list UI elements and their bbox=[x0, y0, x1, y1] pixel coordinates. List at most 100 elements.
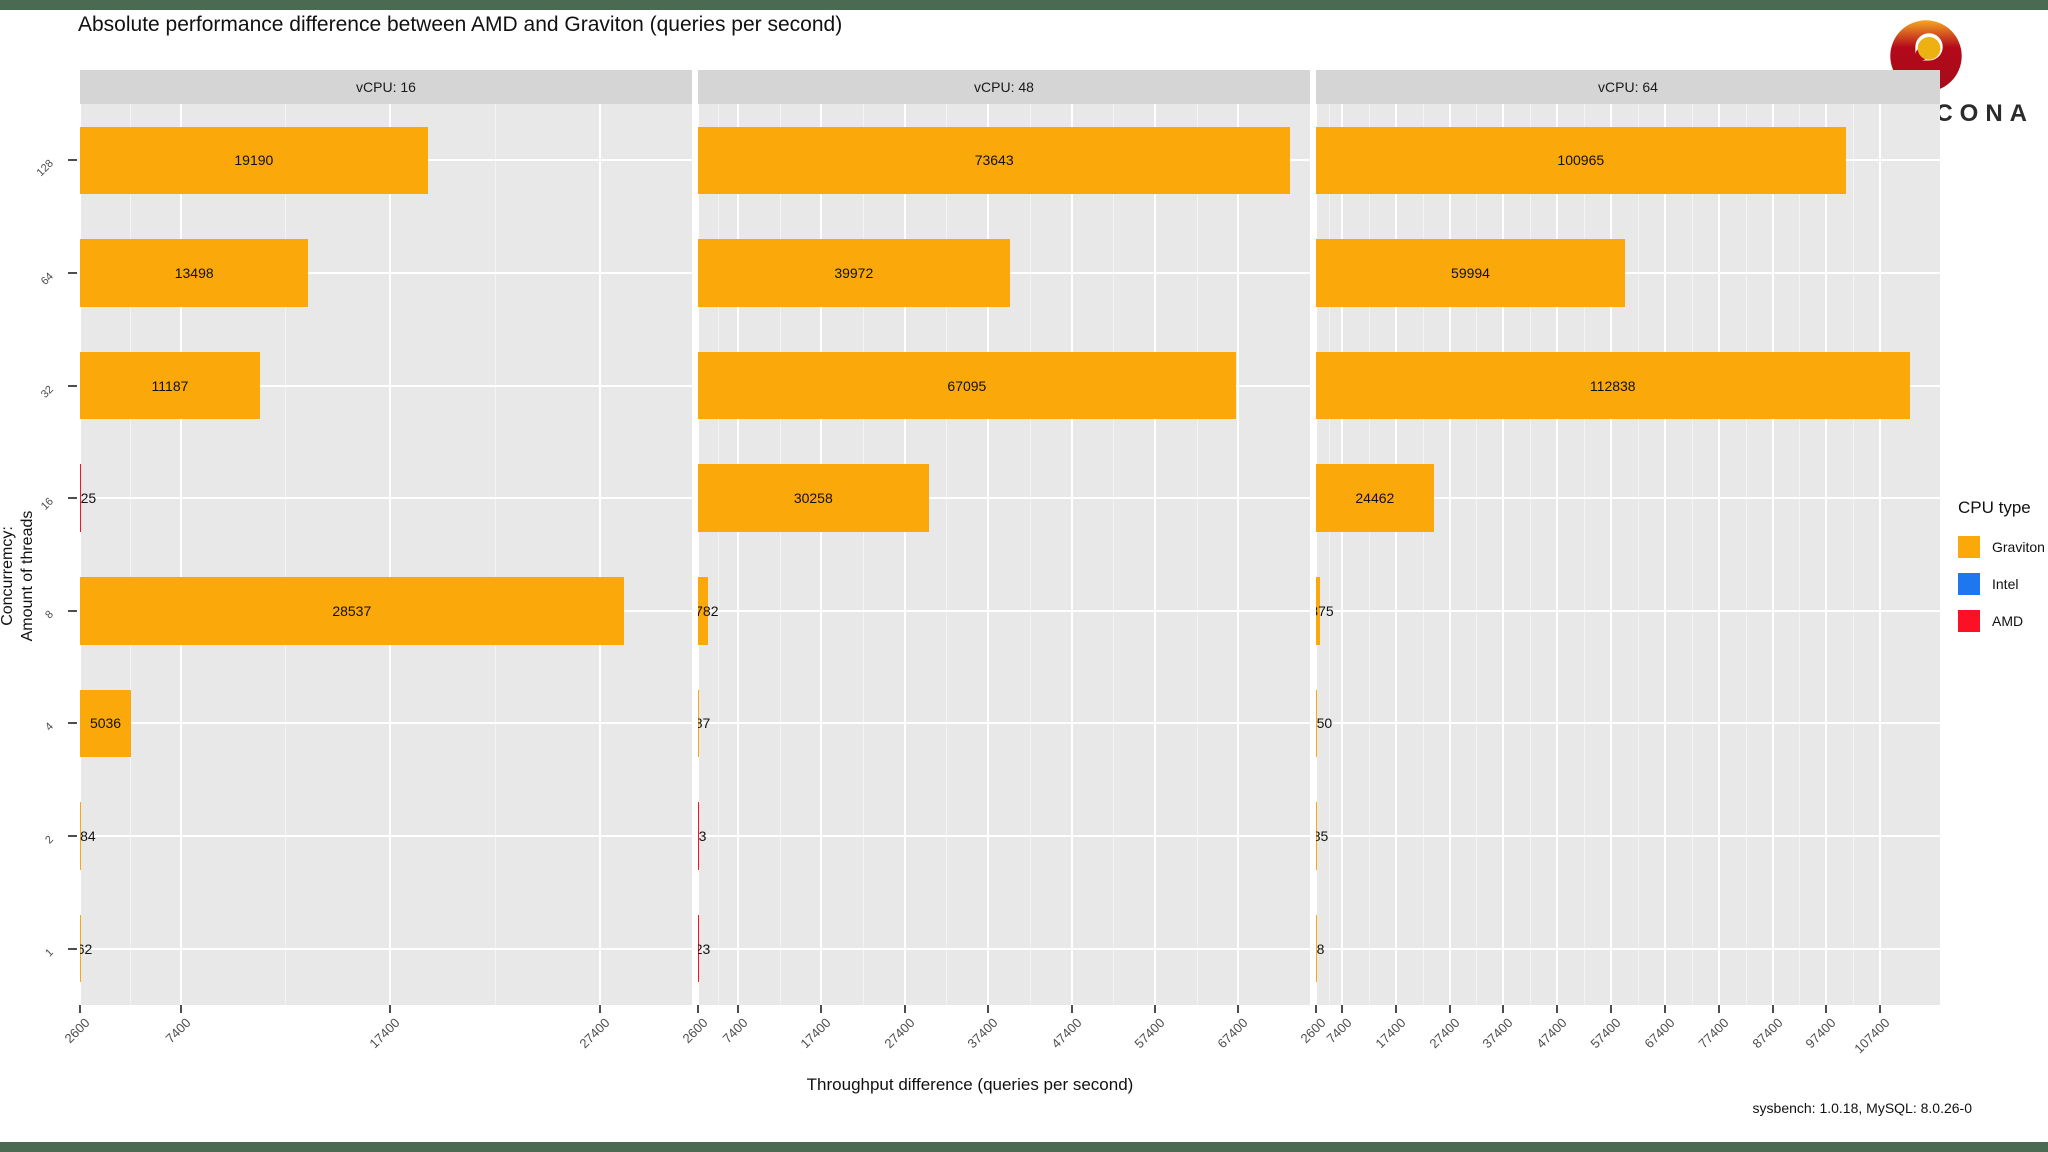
bar bbox=[80, 577, 624, 645]
x-minor-gridline bbox=[1584, 104, 1586, 1005]
facet-panel: vCPU: 48 73643 39972 67095 30258 3782 287 73 123 bbox=[698, 70, 1310, 1005]
x-tick-label: 57400 bbox=[1587, 1015, 1624, 1052]
x-tick-mark bbox=[1502, 1005, 1505, 1013]
bar bbox=[698, 802, 700, 870]
bar-value-label: 5036 bbox=[89, 715, 122, 732]
x-tick-mark bbox=[903, 1005, 906, 1013]
bar bbox=[80, 802, 82, 870]
x-tick-mark bbox=[737, 1005, 740, 1013]
x-tick-label: 2600 bbox=[61, 1015, 93, 1047]
x-major-gridline bbox=[1556, 104, 1559, 1005]
bar-value-label: 3375 bbox=[1316, 602, 1334, 619]
x-tick-mark bbox=[1717, 1005, 1720, 1013]
facet-panel: vCPU: 64 100965 59994 112838 24462 3375 1050 38… bbox=[1316, 70, 1940, 1005]
page-title: Absolute performance difference between … bbox=[78, 13, 843, 36]
x-tick-label: 37400 bbox=[964, 1015, 1001, 1052]
legend-swatch bbox=[1958, 573, 1980, 595]
facet-strip-label: vCPU: 16 bbox=[80, 70, 692, 104]
y-tick-mark bbox=[68, 497, 77, 500]
x-major-gridline bbox=[389, 104, 392, 1005]
x-minor-gridline bbox=[130, 104, 132, 1005]
x-minor-gridline bbox=[1328, 104, 1330, 1005]
bar bbox=[80, 689, 132, 758]
x-major-gridline bbox=[698, 104, 699, 1005]
x-minor-gridline bbox=[1113, 104, 1115, 1005]
y-major-gridline bbox=[698, 609, 1310, 612]
bar bbox=[698, 914, 700, 983]
y-axis-title-line1: Concurremcy: bbox=[0, 526, 16, 626]
bar bbox=[1316, 239, 1625, 307]
x-major-gridline bbox=[1771, 104, 1774, 1005]
bar-value-label: 13498 bbox=[174, 264, 214, 281]
bar-value-label: 30258 bbox=[793, 490, 833, 507]
y-major-gridline bbox=[80, 835, 692, 838]
bar bbox=[80, 351, 260, 420]
x-tick-mark bbox=[1340, 1005, 1343, 1013]
x-tick-label: 67400 bbox=[1214, 1015, 1251, 1052]
y-tick-mark bbox=[68, 609, 77, 612]
facet-plot-area: 73643 39972 67095 30258 3782 287 73 123 bbox=[698, 104, 1310, 1005]
bar-value-label: 385 bbox=[1316, 828, 1329, 845]
y-major-gridline bbox=[1316, 497, 1940, 500]
x-major-gridline bbox=[1663, 104, 1666, 1005]
x-tick-mark bbox=[1448, 1005, 1451, 1013]
x-tick-mark bbox=[987, 1005, 990, 1013]
x-major-gridline bbox=[1070, 104, 1073, 1005]
y-major-gridline bbox=[80, 947, 692, 950]
bar bbox=[1316, 577, 1321, 645]
x-minor-gridline bbox=[1853, 104, 1855, 1005]
x-tick-mark bbox=[1663, 1005, 1666, 1013]
y-major-gridline bbox=[1316, 722, 1940, 725]
x-major-gridline bbox=[80, 104, 81, 1005]
x-major-gridline bbox=[179, 104, 182, 1005]
bar-value-label: 39972 bbox=[834, 264, 874, 281]
bottom-border-band bbox=[0, 1142, 2048, 1152]
x-tick-mark bbox=[1153, 1005, 1156, 1013]
y-tick-mark bbox=[68, 835, 77, 838]
x-minor-gridline bbox=[285, 104, 287, 1005]
y-axis-title: Concurremcy: Amount of threads bbox=[0, 446, 38, 706]
bar-value-label: 3782 bbox=[698, 602, 719, 619]
y-major-gridline bbox=[80, 722, 692, 725]
y-tick-label: 1 bbox=[43, 946, 56, 960]
legend-item[interactable]: Intel bbox=[1958, 569, 2048, 599]
x-minor-gridline bbox=[1476, 104, 1478, 1005]
facet-plot-area: 19190 13498 11187 1625 28537 5036 1184 562 bbox=[80, 104, 692, 1005]
x-minor-gridline bbox=[946, 104, 948, 1005]
x-tick-mark bbox=[389, 1005, 392, 1013]
x-tick-mark bbox=[598, 1005, 601, 1013]
x-minor-gridline bbox=[1029, 104, 1031, 1005]
bar-value-label: 19190 bbox=[234, 152, 274, 169]
bar-value-label: 73643 bbox=[974, 152, 1014, 169]
y-tick-mark bbox=[68, 159, 77, 162]
y-major-gridline bbox=[1316, 609, 1940, 612]
x-minor-gridline bbox=[1368, 104, 1370, 1005]
x-tick-label: 97400 bbox=[1802, 1015, 1839, 1052]
x-tick-label: 57400 bbox=[1131, 1015, 1168, 1052]
y-tick-label: 4 bbox=[43, 720, 56, 734]
legend-item[interactable]: AMD bbox=[1958, 606, 2048, 636]
bar bbox=[698, 689, 700, 758]
x-tick-label: 27400 bbox=[576, 1015, 613, 1052]
bar bbox=[1316, 351, 1910, 420]
x-minor-gridline bbox=[718, 104, 719, 1005]
x-tick-label: 107400 bbox=[1851, 1015, 1893, 1057]
x-tick-label: 37400 bbox=[1479, 1015, 1516, 1052]
x-tick-mark bbox=[1070, 1005, 1073, 1013]
x-major-gridline bbox=[1879, 104, 1882, 1005]
bar-value-label: 11187 bbox=[151, 377, 189, 394]
bar-value-label: 73 bbox=[698, 828, 707, 845]
bar bbox=[1316, 802, 1318, 870]
x-minor-gridline bbox=[1530, 104, 1532, 1005]
legend-swatch bbox=[1958, 610, 1980, 632]
legend-item[interactable]: Graviton bbox=[1958, 532, 2048, 562]
bar bbox=[698, 577, 708, 645]
bar-value-label: 100965 bbox=[1557, 152, 1605, 169]
x-tick-label: 47400 bbox=[1047, 1015, 1085, 1052]
x-minor-gridline bbox=[1691, 104, 1693, 1005]
bar bbox=[1316, 126, 1846, 195]
x-tick-label: 17400 bbox=[366, 1015, 403, 1052]
y-tick-label: 32 bbox=[38, 383, 56, 401]
x-major-gridline bbox=[1316, 104, 1317, 1005]
y-major-gridline bbox=[1316, 271, 1940, 274]
